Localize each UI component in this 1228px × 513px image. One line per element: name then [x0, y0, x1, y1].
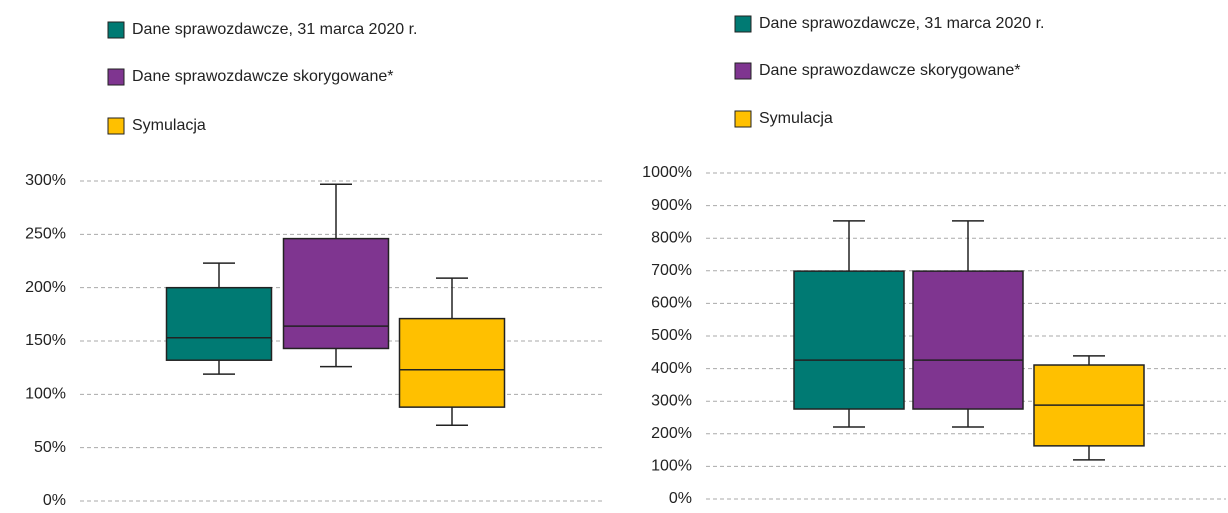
legend-swatch — [734, 15, 752, 33]
y-tick-label: 300% — [651, 392, 692, 409]
y-tick-label: 400% — [651, 360, 692, 377]
box — [912, 270, 1024, 410]
y-tick-label: 700% — [651, 262, 692, 279]
box — [165, 286, 273, 361]
legend-label: Symulacja — [759, 110, 833, 127]
box — [793, 270, 905, 410]
y-tick-label: 100% — [651, 458, 692, 475]
y-tick-label: 50% — [34, 439, 66, 456]
y-tick-label: 900% — [651, 197, 692, 214]
legend-swatch — [107, 68, 125, 86]
legend-label: Dane sprawozdawcze skorygowane* — [132, 68, 393, 85]
box — [398, 317, 506, 408]
y-tick-label: 300% — [25, 172, 66, 189]
legend-swatch — [734, 110, 752, 128]
y-tick-label: 100% — [25, 386, 66, 403]
legend-swatch — [107, 117, 125, 135]
box — [282, 237, 390, 350]
y-tick-label: 200% — [25, 279, 66, 296]
y-tick-label: 200% — [651, 425, 692, 442]
legend-label: Dane sprawozdawcze skorygowane* — [759, 62, 1020, 79]
legend-label: Symulacja — [132, 117, 206, 134]
legend-swatch — [107, 21, 125, 39]
y-tick-label: 0% — [669, 490, 692, 507]
y-tick-label: 800% — [651, 229, 692, 246]
legend-swatch — [734, 62, 752, 80]
y-tick-label: 150% — [25, 332, 66, 349]
y-tick-label: 500% — [651, 327, 692, 344]
y-tick-label: 0% — [43, 492, 66, 508]
legend-label: Dane sprawozdawcze, 31 marca 2020 r. — [759, 15, 1044, 32]
y-tick-label: 250% — [25, 226, 66, 243]
y-tick-label: 600% — [651, 295, 692, 312]
legend-label: Dane sprawozdawcze, 31 marca 2020 r. — [132, 21, 417, 38]
y-tick-label: 1000% — [642, 164, 692, 181]
